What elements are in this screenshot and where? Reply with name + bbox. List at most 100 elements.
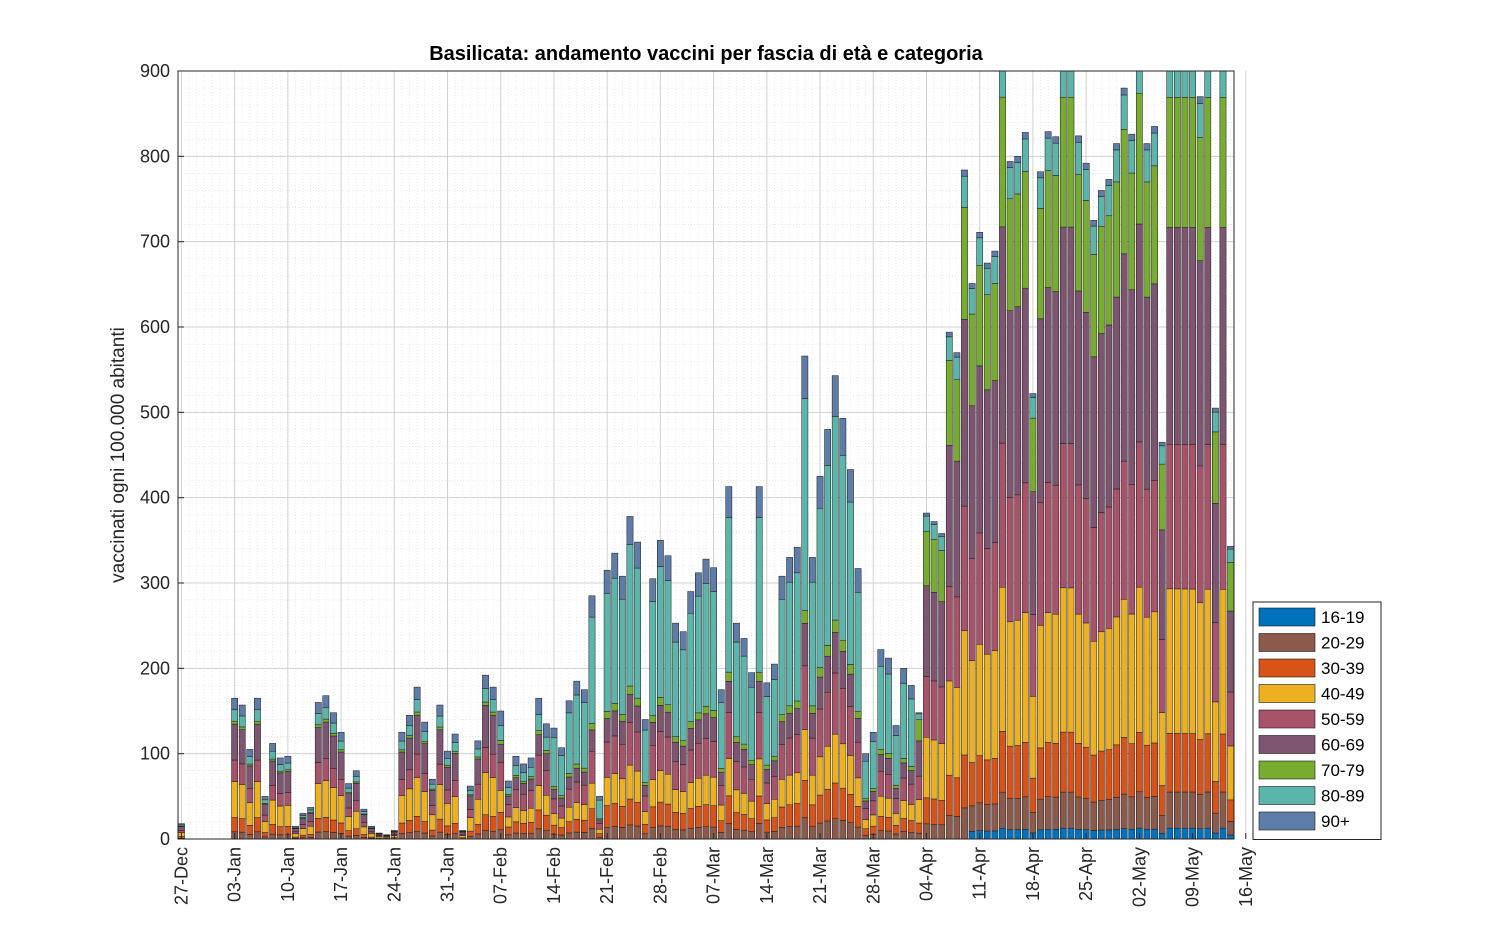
bar-segment (649, 806, 657, 828)
bar-segment (854, 710, 862, 719)
bar-segment (763, 782, 771, 804)
bar-segment (968, 831, 976, 840)
bar-segment (725, 712, 733, 759)
bar-segment (421, 773, 429, 792)
bar-segment (634, 825, 641, 840)
bar-segment (923, 530, 930, 586)
bar-segment (1212, 407, 1219, 413)
bar-segment (254, 831, 261, 840)
bar-segment (345, 816, 353, 831)
bar-segment (1037, 829, 1044, 840)
bar-segment (466, 795, 474, 810)
bar-segment (1006, 497, 1014, 623)
bar-segment (1052, 743, 1060, 798)
bar-segment (786, 581, 793, 707)
bar-segment (1113, 149, 1120, 183)
bar-segment (748, 778, 755, 802)
bar-segment (1173, 827, 1181, 840)
bar-segment (869, 800, 877, 816)
bar-segment (299, 824, 307, 829)
bar-segment (687, 782, 695, 809)
bar-segment (915, 712, 923, 715)
bar-segment (877, 754, 885, 772)
bar-segment (915, 822, 923, 834)
bar-segment (748, 686, 755, 761)
bar-segment (292, 833, 299, 838)
bar-segment (793, 572, 801, 702)
bar-segment (717, 768, 725, 773)
bar-segment (1044, 482, 1052, 613)
bar-segment (664, 826, 672, 840)
bar-segment (953, 379, 961, 462)
bar-segment (299, 828, 307, 836)
bar-segment (1021, 138, 1029, 172)
bar-segment (1097, 750, 1105, 801)
bar-segment (649, 827, 657, 840)
bar-segment (710, 717, 717, 742)
bar-segment (451, 742, 459, 752)
bar-segment (1059, 587, 1067, 733)
bar-segment (626, 764, 634, 800)
x-tick-label: 18-Apr (1023, 847, 1043, 901)
bar-segment (679, 791, 687, 814)
bar-segment (352, 811, 360, 829)
bar-segment (763, 682, 771, 697)
bar-segment (824, 465, 832, 646)
bar-segment (550, 824, 558, 835)
bar-segment (596, 819, 603, 824)
bar-segment (307, 825, 315, 835)
bar-segment (702, 738, 710, 776)
bar-segment (1097, 512, 1105, 633)
bar-segment (413, 830, 421, 840)
bar-segment (542, 830, 550, 840)
bar-segment (626, 694, 634, 723)
bar-segment (1189, 227, 1196, 445)
bar-segment (276, 834, 284, 840)
bar-segment (1212, 622, 1219, 703)
bar-segment (406, 832, 413, 840)
bar-segment (588, 808, 596, 829)
bar-segment (869, 814, 877, 827)
bar-segment (619, 778, 626, 807)
bar-segment (1014, 745, 1022, 799)
bar-segment (953, 460, 961, 598)
bar-segment (238, 818, 246, 833)
bar-segment (322, 718, 330, 723)
bar-segment (1037, 177, 1044, 209)
legend-label: 20-29 (1321, 634, 1364, 653)
bar-segment (527, 757, 535, 768)
bar-segment (1227, 821, 1234, 836)
bar-segment (246, 763, 254, 767)
bar-segment (983, 759, 991, 805)
bar-segment (588, 750, 596, 784)
bar-segment (299, 834, 307, 838)
bar-segment (733, 812, 740, 830)
bar-segment (877, 795, 885, 817)
bar-segment (657, 697, 664, 706)
bar-segment (596, 799, 603, 819)
bar-segment (246, 825, 254, 835)
bar-segment (1037, 798, 1044, 831)
bar-segment (938, 601, 946, 688)
bar-segment (489, 830, 497, 840)
bar-segment (1059, 226, 1067, 444)
bar-segment (330, 735, 337, 769)
bar-segment (330, 832, 337, 840)
bar-segment (771, 663, 778, 680)
bar-segment (907, 831, 915, 840)
bar-segment (246, 802, 254, 826)
bar-segment (535, 730, 543, 736)
bar-segment (1075, 796, 1082, 830)
bar-segment (178, 830, 185, 833)
bar-segment (809, 737, 816, 776)
bar-segment (596, 796, 603, 801)
x-tick-label: 31-Jan (438, 847, 458, 902)
bar-segment (672, 829, 679, 840)
bar-segment (345, 830, 353, 837)
bar-segment (527, 832, 535, 840)
bar-segment (793, 546, 801, 574)
bar-segment (535, 734, 543, 756)
bar-segment (991, 650, 999, 759)
bar-segment (1014, 306, 1022, 496)
bar-segment (839, 455, 847, 641)
